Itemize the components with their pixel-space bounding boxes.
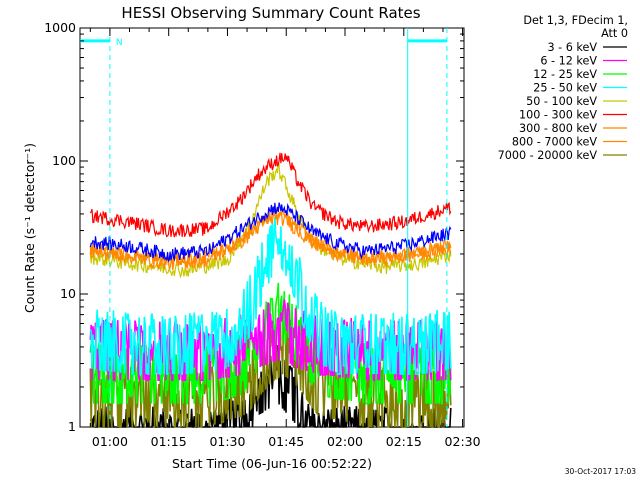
legend-label: 300 - 800 keV [519, 122, 597, 135]
y-tick-label: 1 [68, 419, 76, 434]
x-tick-label: 02:30 [445, 434, 481, 449]
legend-header-line-2: Att 0 [601, 27, 628, 40]
legend-label: 12 - 25 keV [533, 68, 597, 81]
y-tick-label: 100 [52, 153, 76, 168]
x-tick-label: 01:45 [268, 434, 304, 449]
plot-frame [79, 27, 465, 428]
legend-header-line-1: Det 1,3, FDecim 1, [523, 14, 628, 27]
series-line [89, 216, 452, 375]
legend-label: 800 - 7000 keV [512, 136, 597, 149]
series-line [89, 210, 452, 271]
x-tick-label: 01:30 [209, 434, 245, 449]
x-tick-label: 01:00 [92, 434, 128, 449]
x-tick-label: 01:15 [151, 434, 187, 449]
legend-label: 3 - 6 keV [547, 41, 597, 54]
x-tick-label: 02:15 [386, 434, 422, 449]
legend-label: 7000 - 20000 keV [498, 149, 598, 162]
x-tick-label: 02:00 [327, 434, 363, 449]
y-tick-label: 1000 [44, 20, 76, 35]
series-line [89, 202, 452, 263]
series-line [89, 152, 452, 238]
legend-label: 25 - 50 keV [533, 82, 597, 95]
legend-label: 6 - 12 keV [540, 55, 597, 68]
x-axis-label: Start Time (06-Jun-16 00:52:22) [172, 456, 372, 471]
plot-layer: N [80, 28, 452, 429]
legend-label: 100 - 300 keV [519, 109, 597, 122]
legend-label: 50 - 100 keV [526, 95, 597, 108]
chart-title: HESSI Observing Summary Count Rates [121, 4, 420, 22]
y-axis-label: Count Rate (s⁻¹ detector⁻¹) [22, 143, 37, 313]
y-tick-label: 10 [60, 286, 76, 301]
axis-layer: 1 10 100 1000 01:00 01:15 01:30 01:45 02:00 02:15… [44, 20, 480, 449]
flag-label: N [116, 38, 123, 48]
timestamp: 30-Oct-2017 17:03 [565, 467, 636, 476]
